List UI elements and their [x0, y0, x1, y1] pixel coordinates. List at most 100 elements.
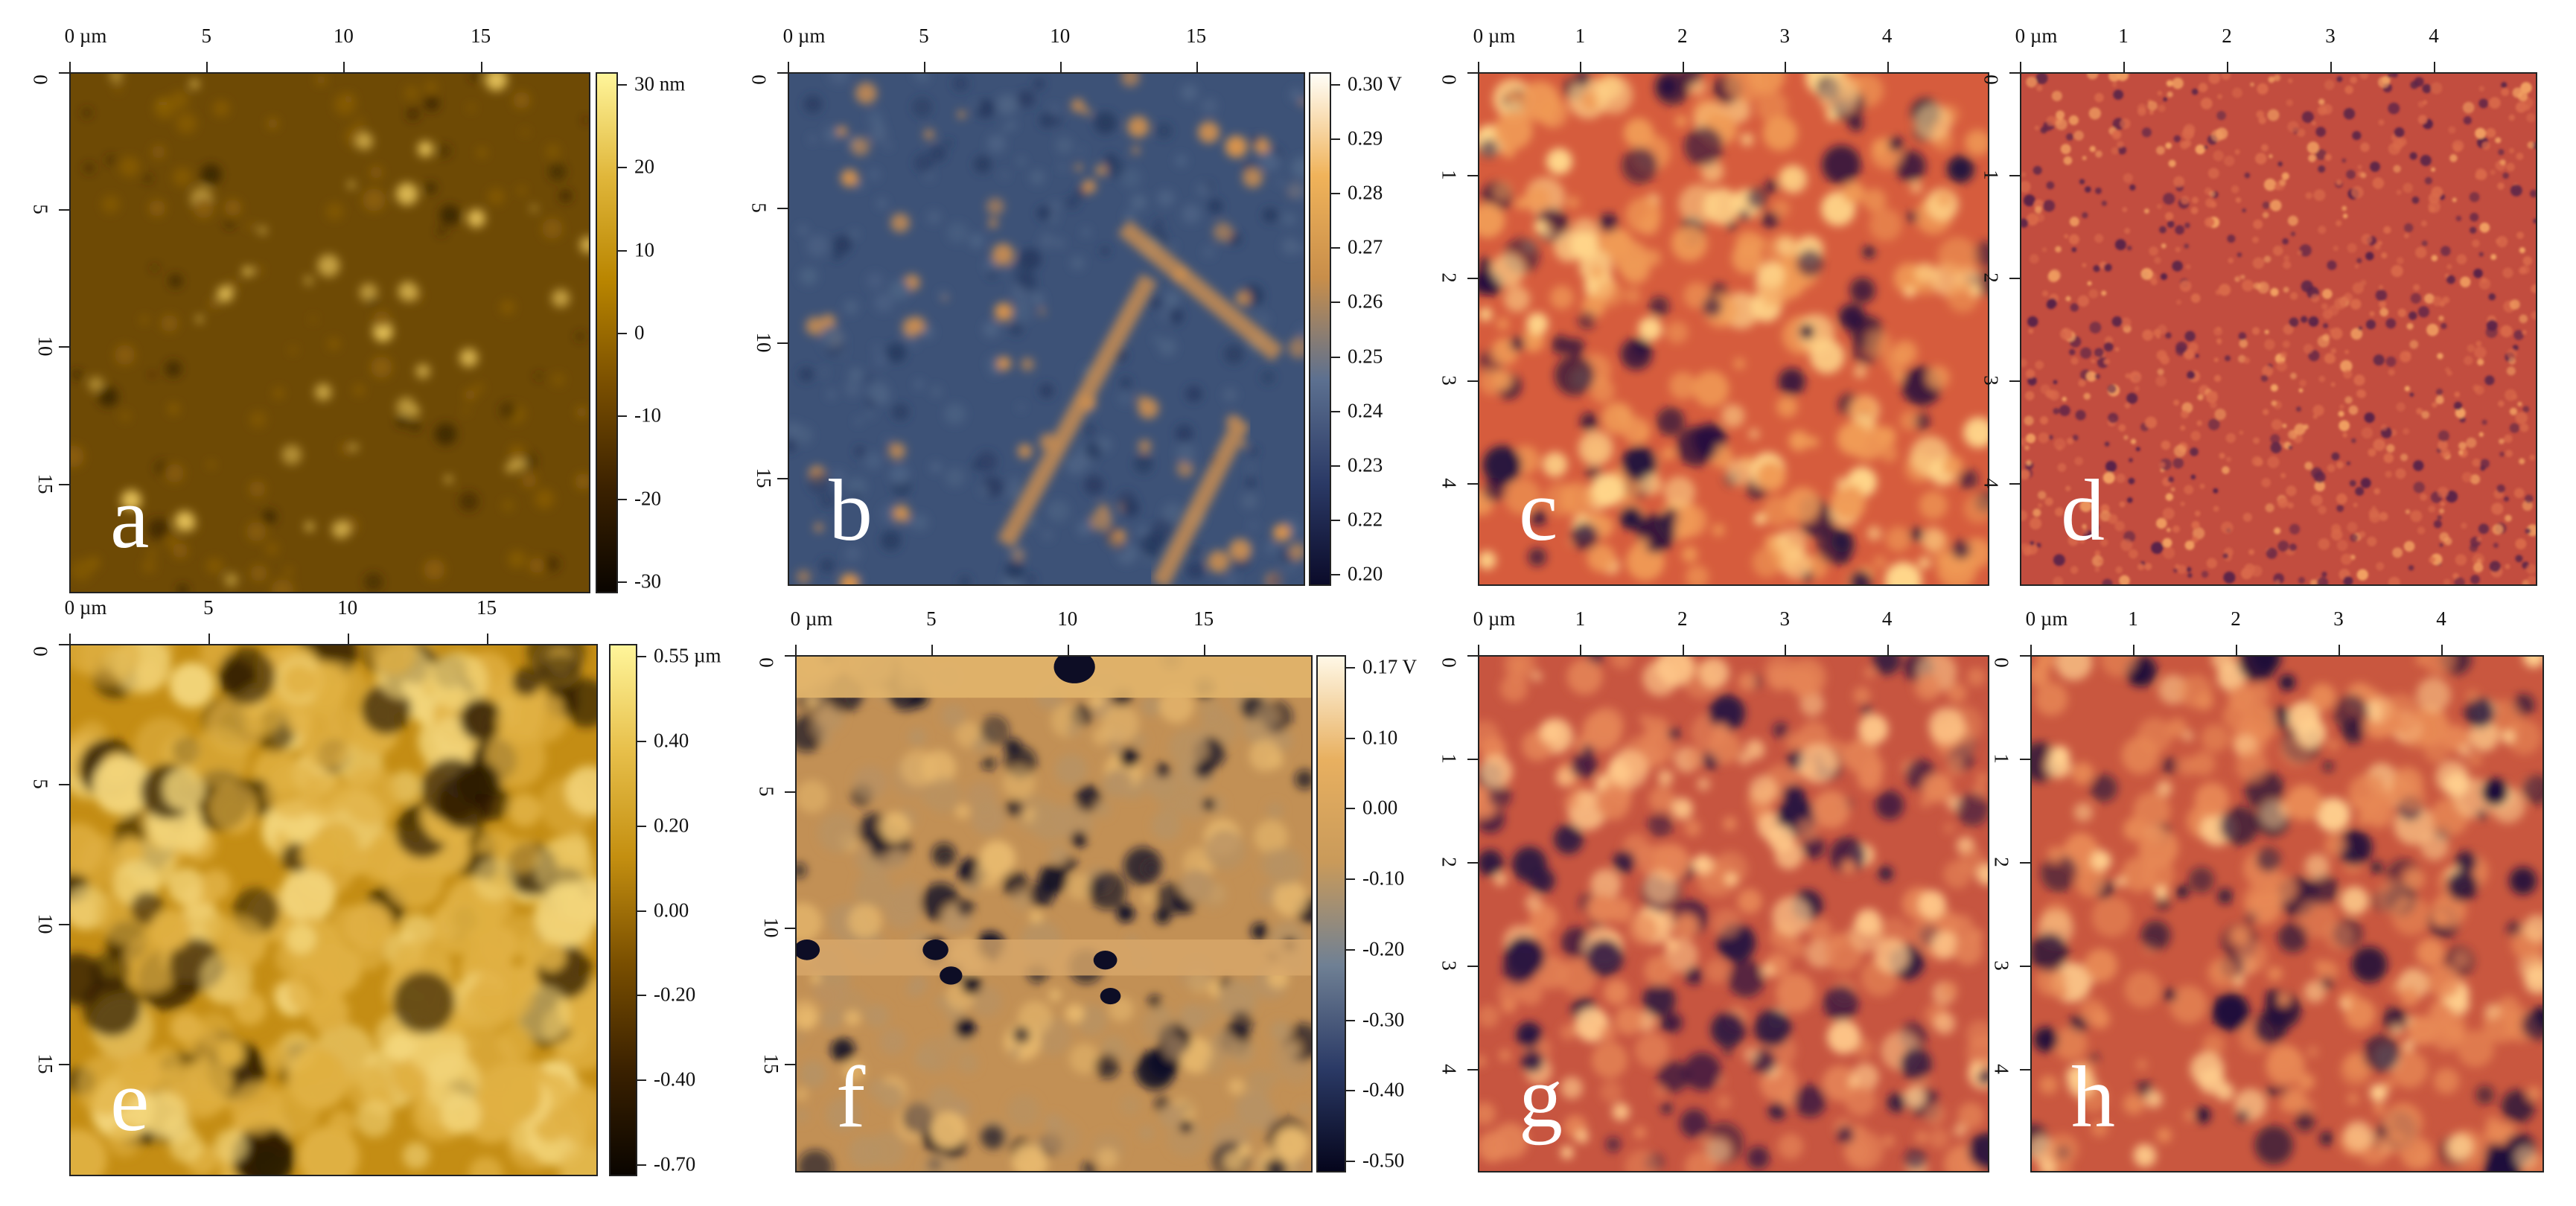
colorbar-tick-mark	[1331, 247, 1340, 249]
y-tick-mark	[2009, 72, 2020, 74]
y-tick-label: 3	[1438, 375, 1461, 386]
y-tick-label: 15	[753, 468, 775, 488]
colorbar-tick-label: 0.55 µm	[654, 644, 721, 667]
y-tick-mark	[777, 72, 788, 74]
y-tick-label: 5	[29, 779, 52, 789]
x-tick-mark	[2133, 645, 2135, 655]
x-tick-mark	[1478, 62, 1479, 72]
afm-texture-c	[1479, 74, 1988, 584]
x-tick-label: 2	[2231, 607, 2241, 630]
colorbar-tick-label: 0.10	[1362, 726, 1398, 749]
afm-map-c	[1478, 72, 1989, 586]
x-tick-mark	[2030, 645, 2032, 655]
x-tick-mark	[1059, 62, 1062, 72]
colorbar-tick-label: -0.70	[654, 1152, 696, 1175]
y-tick-mark	[2009, 175, 2020, 176]
colorbar-tick-label: 0.00	[1362, 796, 1398, 819]
colorbar-tick-label: -10	[634, 403, 661, 427]
colorbar-tick-label: 0.30 V	[1348, 72, 1403, 95]
x-tick-label: 0 µm	[2025, 607, 2068, 630]
colorbar-tick-mark	[1331, 84, 1340, 86]
x-tick-mark	[206, 62, 208, 72]
x-tick-mark	[1478, 645, 1479, 655]
x-tick-mark	[795, 645, 797, 655]
y-tick-label: 15	[760, 1053, 782, 1074]
x-tick-label: 15	[476, 596, 497, 619]
y-tick-mark	[1467, 380, 1478, 382]
y-tick-label: 15	[34, 1053, 57, 1074]
x-tick-mark	[1785, 645, 1787, 655]
y-tick-mark	[1467, 1069, 1478, 1071]
y-tick-mark	[2009, 483, 2020, 485]
panel-letter-c: c	[1519, 462, 1558, 559]
colorbar-tick-label: -0.40	[1362, 1078, 1405, 1101]
x-tick-label: 3	[2325, 25, 2336, 47]
colorbar-tick-label: 0.20	[1348, 562, 1383, 585]
x-tick-mark	[1682, 645, 1684, 655]
afm-texture-a	[71, 74, 589, 592]
colorbar-tick-mark	[618, 249, 627, 252]
x-tick-label: 10	[1050, 25, 1071, 47]
panel-letter-f: f	[836, 1048, 866, 1146]
y-tick-mark	[1467, 655, 1478, 657]
x-tick-mark	[2434, 62, 2435, 72]
y-tick-label: 1	[1980, 170, 2003, 180]
colorbar-tick-mark	[1346, 1019, 1355, 1021]
x-tick-mark	[2441, 645, 2443, 655]
colorbar-tick-label: 0.25	[1348, 345, 1383, 368]
x-tick-label: 15	[1186, 25, 1207, 47]
y-tick-label: 10	[760, 917, 782, 938]
colorbar-tick-mark	[1331, 519, 1340, 521]
afm-texture-g	[1479, 657, 1988, 1171]
y-tick-label: 1	[1990, 753, 2013, 764]
y-tick-mark	[2020, 862, 2030, 864]
y-tick-mark	[59, 483, 69, 485]
x-tick-mark	[2020, 62, 2021, 72]
y-tick-mark	[59, 346, 69, 348]
colorbar-tick-mark	[637, 740, 646, 742]
x-tick-mark	[69, 634, 71, 644]
afm-texture-d	[2021, 74, 2536, 584]
y-tick-label: 0	[1990, 657, 2013, 668]
x-tick-mark	[2123, 62, 2125, 72]
afm-map-a	[69, 72, 590, 593]
x-tick-label: 0 µm	[64, 25, 107, 47]
colorbar-tick-mark	[637, 1164, 646, 1166]
colorbar-tick-label: -0.40	[654, 1068, 696, 1091]
x-tick-label: 1	[2118, 25, 2129, 47]
colorbar-tick-mark	[637, 995, 646, 997]
x-tick-mark	[1203, 645, 1205, 655]
colorbar-tick-mark	[637, 1079, 646, 1082]
y-tick-mark	[2020, 966, 2030, 967]
y-tick-label: 2	[1438, 272, 1461, 283]
colorbar-tick-label: 30 nm	[634, 72, 686, 95]
afm-texture-b	[789, 74, 1304, 584]
colorbar-tick-mark	[1331, 410, 1340, 412]
colorbar-tick-label: 10	[634, 238, 654, 261]
y-tick-label: 2	[1990, 857, 2013, 867]
x-tick-label: 3	[1779, 607, 1790, 630]
y-tick-mark	[59, 924, 69, 926]
colorbar-tick-label: 0.24	[1348, 399, 1383, 422]
x-tick-label: 5	[926, 607, 937, 630]
colorbar-tick-mark	[1331, 302, 1340, 304]
x-tick-mark	[1067, 645, 1069, 655]
colorbar-tick-label: -20	[634, 487, 661, 510]
x-tick-mark	[2227, 62, 2228, 72]
x-tick-label: 0 µm	[1473, 607, 1516, 630]
colorbar-tick-mark	[618, 333, 627, 334]
y-tick-mark	[59, 209, 69, 211]
x-tick-label: 0 µm	[1473, 25, 1516, 47]
colorbar-tick-label: 0.29	[1348, 127, 1383, 150]
y-tick-mark	[1467, 862, 1478, 864]
colorbar-tick-label: 0.26	[1348, 290, 1383, 313]
x-tick-mark	[788, 62, 789, 72]
x-tick-label: 2	[2222, 25, 2232, 47]
x-tick-mark	[347, 634, 349, 644]
colorbar-tick-label: -0.20	[1362, 937, 1405, 960]
y-tick-label: 5	[29, 204, 52, 214]
y-tick-label: 3	[1990, 960, 2013, 971]
afm-texture-h	[2032, 657, 2542, 1171]
x-tick-label: 2	[1677, 25, 1688, 47]
x-tick-label: 1	[1575, 607, 1586, 630]
